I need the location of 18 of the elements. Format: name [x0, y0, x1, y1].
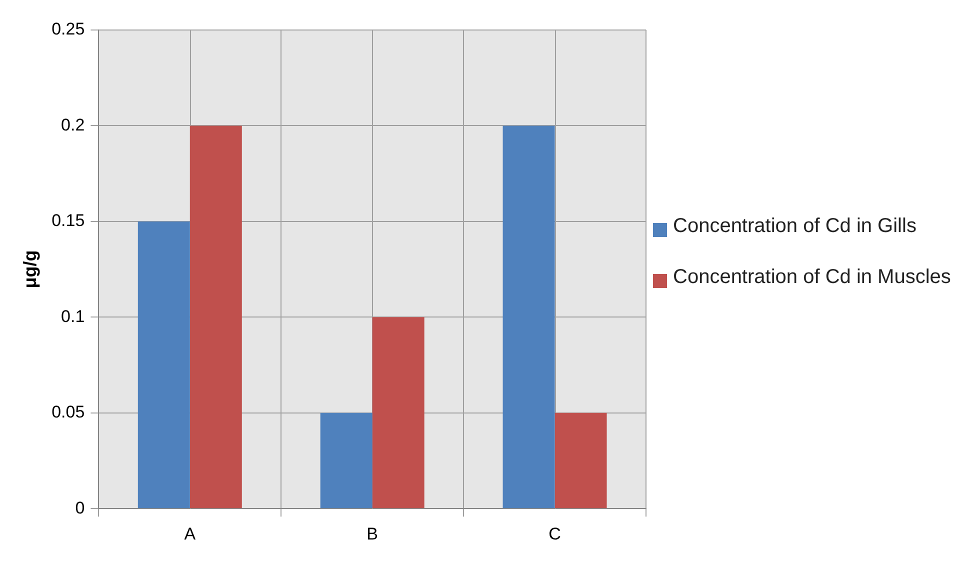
y-tick-label: 0.25 — [52, 20, 85, 39]
bar — [190, 126, 242, 508]
y-tick-label: 0.1 — [61, 306, 85, 326]
y-tick-label: 0 — [75, 498, 85, 518]
legend-label: Concentration of Cd in Gills — [673, 214, 916, 239]
y-tick-label: 0.2 — [61, 115, 85, 134]
bar — [138, 221, 190, 508]
bar — [320, 412, 372, 508]
y-axis-title: μg/g — [20, 250, 40, 288]
bar — [502, 126, 555, 508]
bar — [554, 412, 607, 508]
x-tick-label: A — [184, 524, 196, 544]
x-tick-label: B — [366, 524, 378, 544]
y-tick-label: 0.05 — [52, 402, 85, 422]
bar — [372, 317, 424, 508]
legend-label: Concentration of Cd in Muscles — [673, 265, 951, 290]
x-tick-label: C — [548, 524, 561, 544]
y-tick-label: 0.15 — [52, 211, 85, 230]
